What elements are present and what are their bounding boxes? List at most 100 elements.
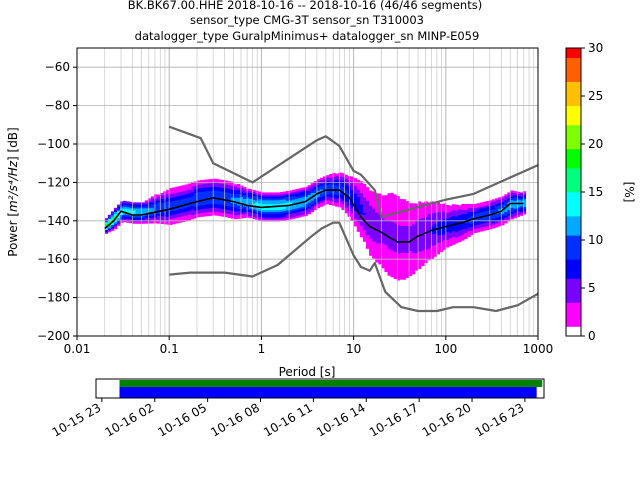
density-cell bbox=[415, 247, 419, 250]
density-cell bbox=[402, 277, 407, 280]
density-cell bbox=[356, 206, 361, 209]
density-cell bbox=[246, 202, 250, 205]
density-cell bbox=[479, 212, 484, 215]
density-cell bbox=[427, 248, 431, 251]
density-cell bbox=[402, 235, 407, 238]
density-cell bbox=[424, 234, 428, 237]
density-cell bbox=[402, 218, 407, 221]
density-cell bbox=[402, 231, 407, 234]
density-cell bbox=[190, 190, 195, 193]
density-cell bbox=[292, 210, 296, 214]
density-cell bbox=[402, 237, 407, 240]
density-cell bbox=[516, 193, 520, 196]
density-cell bbox=[421, 211, 425, 215]
density-cell bbox=[365, 192, 370, 196]
density-cell bbox=[221, 202, 225, 206]
density-cell bbox=[169, 203, 173, 206]
density-cell bbox=[369, 230, 373, 233]
x-tick-label: 0.1 bbox=[160, 342, 179, 356]
density-cell bbox=[402, 229, 407, 232]
density-cell bbox=[157, 194, 161, 197]
density-cell bbox=[356, 185, 361, 188]
density-cell bbox=[270, 207, 275, 210]
density-cell bbox=[436, 231, 441, 234]
density-cell bbox=[227, 188, 232, 192]
density-cell bbox=[203, 212, 207, 215]
density-cell bbox=[393, 217, 398, 220]
density-cell bbox=[319, 204, 324, 207]
density-cell bbox=[409, 200, 413, 204]
density-cell bbox=[522, 200, 527, 204]
density-cell bbox=[359, 196, 364, 199]
density-cell bbox=[175, 211, 179, 214]
density-cell bbox=[335, 177, 339, 180]
density-cell bbox=[507, 209, 511, 212]
density-cell bbox=[369, 238, 373, 241]
density-cell bbox=[473, 221, 477, 224]
density-cell bbox=[418, 239, 422, 243]
density-cell bbox=[120, 216, 124, 219]
density-cell bbox=[362, 239, 367, 242]
density-cell bbox=[402, 279, 407, 282]
density-cell bbox=[455, 214, 459, 217]
density-cell bbox=[295, 213, 299, 217]
density-cell bbox=[249, 194, 253, 198]
density-cell bbox=[341, 186, 345, 189]
density-cell bbox=[372, 216, 376, 219]
density-cell bbox=[224, 197, 228, 200]
density-cell bbox=[393, 269, 398, 272]
density-cell bbox=[387, 248, 391, 251]
density-cell bbox=[215, 190, 219, 193]
density-cell bbox=[427, 240, 431, 243]
density-cell bbox=[289, 200, 293, 203]
density-cell bbox=[381, 221, 385, 225]
density-cell bbox=[491, 226, 496, 229]
density-cell bbox=[338, 184, 342, 187]
density-cell bbox=[415, 210, 419, 214]
density-cell bbox=[359, 233, 364, 236]
colorbar-segment bbox=[566, 86, 581, 92]
density-cell bbox=[485, 201, 490, 204]
density-cell bbox=[110, 222, 115, 226]
density-cell bbox=[113, 211, 118, 214]
density-cell bbox=[393, 224, 398, 228]
density-cell bbox=[455, 206, 459, 209]
density-cell bbox=[359, 190, 364, 194]
density-cell bbox=[196, 205, 201, 208]
density-cell bbox=[458, 230, 462, 233]
density-cell bbox=[233, 216, 238, 220]
density-cell bbox=[418, 222, 422, 225]
density-cell bbox=[381, 250, 385, 253]
density-cell bbox=[236, 189, 241, 192]
x-axis-label: Period [s] bbox=[279, 365, 336, 379]
density-cell bbox=[442, 234, 447, 237]
density-cell bbox=[113, 221, 118, 224]
density-cell bbox=[372, 214, 376, 217]
density-cell bbox=[396, 236, 401, 239]
density-cell bbox=[479, 217, 484, 221]
density-cell bbox=[193, 210, 198, 213]
density-cell bbox=[461, 224, 465, 228]
density-cell bbox=[491, 214, 496, 217]
density-cell bbox=[510, 209, 514, 212]
density-cell bbox=[353, 181, 358, 185]
density-cell bbox=[350, 209, 354, 212]
density-cell bbox=[473, 207, 477, 210]
density-cell bbox=[384, 191, 388, 194]
density-cell bbox=[393, 226, 398, 230]
density-cell bbox=[295, 208, 299, 211]
density-cell bbox=[203, 195, 207, 198]
density-cell bbox=[369, 203, 373, 206]
density-cell bbox=[283, 197, 287, 200]
density-cell bbox=[224, 213, 228, 216]
density-cell bbox=[307, 187, 311, 190]
density-cell bbox=[353, 201, 358, 204]
density-cell bbox=[261, 207, 265, 210]
density-cell bbox=[362, 197, 367, 200]
density-cell bbox=[258, 195, 262, 198]
density-cell bbox=[372, 208, 376, 211]
density-cell bbox=[399, 208, 404, 211]
density-cell bbox=[470, 207, 474, 210]
density-cell bbox=[405, 273, 410, 276]
density-cell bbox=[427, 210, 431, 213]
